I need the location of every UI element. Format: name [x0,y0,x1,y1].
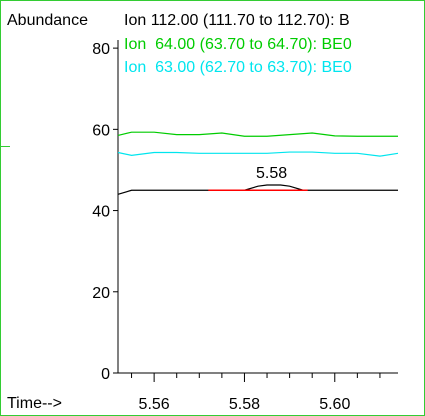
y-tick-label: 60 [92,122,110,139]
y-axis-label: Abundance [7,12,88,29]
legend-entry-ion-64: Ion 64.00 (63.70 to 64.70): BE0 [124,36,352,53]
frame-divider [0,146,10,147]
peak-annotation: 5.58 [256,165,287,182]
legend-entry-ion-112: Ion 112.00 (111.70 to 112.70): B [124,12,350,29]
series-line-2 [117,151,399,157]
x-tick-label: 5.60 [319,396,350,413]
x-axis-label: Time--> [7,395,62,412]
series-line-1 [117,131,398,137]
y-tick-label: 40 [92,204,110,221]
legend-entry-ion-63: Ion 63.00 (62.70 to 63.70): BE0 [124,59,352,76]
series-line-0 [117,184,398,195]
y-tick-label: 20 [92,285,110,302]
y-tick-label: 80 [92,41,110,58]
x-tick-label: 5.58 [229,396,260,413]
y-tick-label: 0 [101,366,110,383]
x-tick-label: 5.56 [139,396,170,413]
